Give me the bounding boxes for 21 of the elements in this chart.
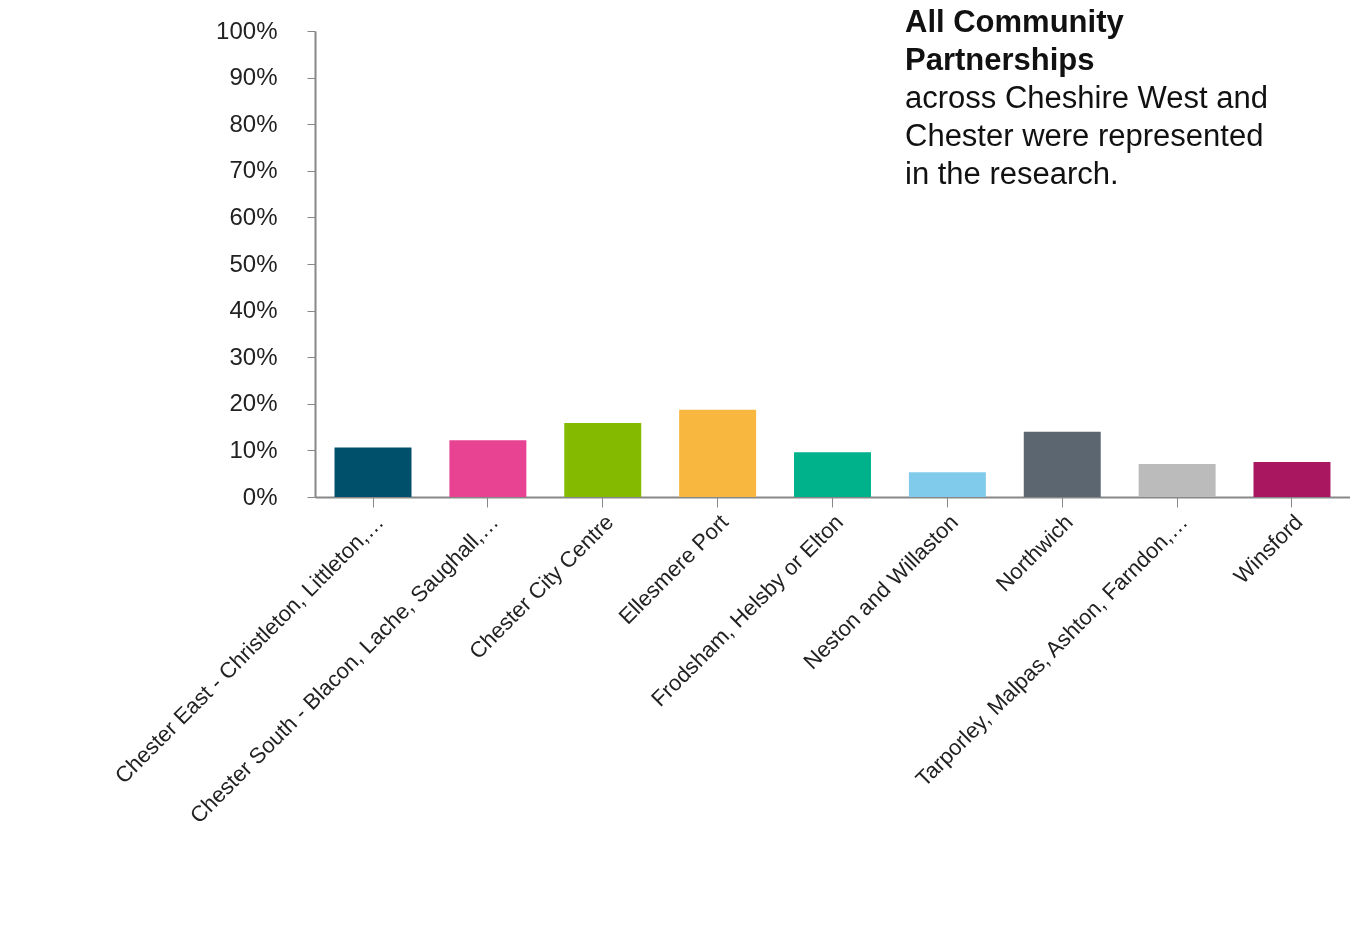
bar — [334, 447, 412, 497]
y-tick-label: 40% — [229, 296, 278, 324]
y-tick-label: 50% — [229, 249, 278, 277]
bar — [908, 472, 986, 497]
y-tick-label: 80% — [229, 109, 278, 137]
bar — [794, 452, 871, 497]
y-tick-label: 100% — [216, 16, 278, 44]
y-tick-label: 20% — [229, 389, 278, 417]
bar — [679, 409, 757, 497]
bar — [1138, 463, 1216, 497]
y-tick-label: 30% — [229, 342, 278, 370]
y-tick-label: 90% — [229, 63, 278, 91]
annotation: across Cheshire West and Chester were represented in the research. — [905, 80, 1268, 191]
bar — [449, 440, 527, 497]
bar — [1253, 462, 1331, 497]
y-tick-label: 70% — [229, 156, 278, 184]
bar — [1023, 431, 1101, 497]
y-tick-label: 60% — [229, 202, 278, 230]
bar — [564, 422, 642, 497]
y-tick-label: 0% — [242, 482, 278, 510]
y-tick-label: 10% — [229, 435, 278, 463]
